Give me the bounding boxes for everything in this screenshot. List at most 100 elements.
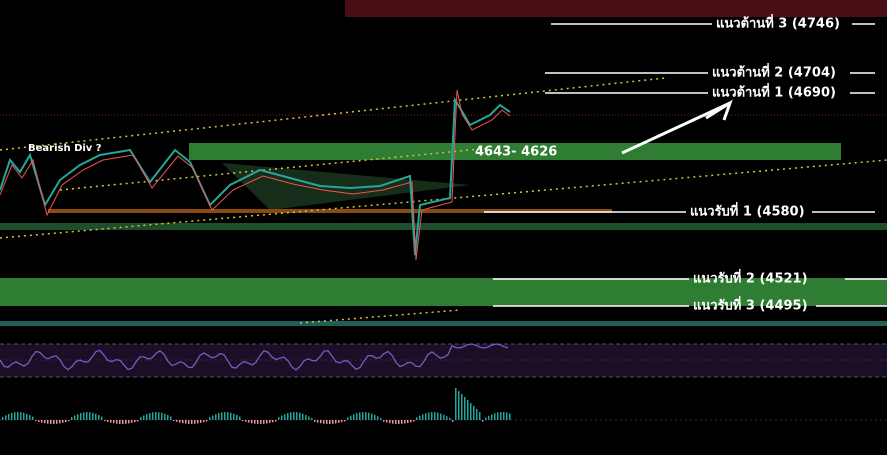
histogram-bar xyxy=(185,420,187,424)
histogram-bar xyxy=(248,420,250,423)
histogram-bar xyxy=(149,413,151,420)
histogram-bar xyxy=(311,417,313,420)
histogram-bar xyxy=(317,420,319,423)
histogram-bar xyxy=(497,412,499,420)
histogram-bar xyxy=(482,420,484,422)
zone-label: 4643- 4626 xyxy=(475,145,557,160)
histogram-bar xyxy=(140,417,142,420)
histogram-bar xyxy=(434,412,436,420)
histogram-bar xyxy=(62,420,64,423)
histogram-bar xyxy=(38,420,40,422)
histogram-bar xyxy=(422,414,424,420)
zone-box xyxy=(189,143,841,160)
histogram-bar xyxy=(401,420,403,424)
histogram-bar xyxy=(257,420,259,424)
histogram-bar xyxy=(125,420,127,424)
histogram-bar xyxy=(44,420,46,424)
histogram-bar xyxy=(5,415,7,420)
histogram-bar xyxy=(470,403,472,420)
price-wicks xyxy=(0,89,511,261)
histogram-bar xyxy=(11,412,13,420)
histogram-bar xyxy=(239,416,241,420)
histogram-bar xyxy=(131,420,133,423)
histogram-bar xyxy=(236,414,238,420)
histogram-bar xyxy=(323,420,325,424)
histogram-bar xyxy=(287,413,289,420)
rsi xyxy=(0,343,509,371)
histogram-bar xyxy=(128,420,130,424)
histogram-bar xyxy=(164,413,166,420)
histogram-bar xyxy=(416,417,418,420)
histogram-bar xyxy=(347,417,349,420)
top-bar xyxy=(345,0,887,17)
histogram-bar xyxy=(404,420,406,424)
histogram-bar xyxy=(278,417,280,420)
histogram-bar xyxy=(89,412,91,420)
arrow-head xyxy=(705,99,733,121)
histogram-bar xyxy=(353,414,355,420)
histogram-bar xyxy=(119,420,121,424)
histogram-bar xyxy=(17,412,19,420)
histogram-bar xyxy=(251,420,253,424)
histogram-bar xyxy=(410,420,412,423)
histogram-bar xyxy=(284,414,286,420)
histogram-bar xyxy=(437,412,439,420)
histogram-bar xyxy=(212,415,214,420)
histogram-bar xyxy=(170,416,172,420)
histogram-bar xyxy=(218,413,220,420)
histogram-bar xyxy=(326,420,328,424)
histogram-bar xyxy=(449,417,451,420)
histogram-bar xyxy=(206,420,208,422)
histogram-bar xyxy=(92,412,94,420)
histogram-bar xyxy=(290,412,292,420)
histogram-bar xyxy=(314,420,316,422)
histogram-bar xyxy=(368,412,370,420)
histogram-bar xyxy=(446,416,448,420)
histogram-bar xyxy=(20,412,22,420)
histogram-bar xyxy=(179,420,181,423)
histogram-bar xyxy=(392,420,394,424)
histogram-bar xyxy=(272,420,274,423)
histogram-bar xyxy=(356,413,358,420)
histogram-bar xyxy=(200,420,202,423)
level-label: แนวรับที่ 3 (4495) xyxy=(693,296,808,314)
histogram-bar xyxy=(173,420,175,422)
histogram-bar xyxy=(242,420,244,422)
histogram-bar xyxy=(329,420,331,424)
histogram-bar xyxy=(224,412,226,420)
histogram-bar xyxy=(143,415,145,420)
histogram-bar xyxy=(395,420,397,424)
histogram-bar xyxy=(113,420,115,424)
level-label: แนวต้านที่ 2 (4704) xyxy=(712,63,836,81)
histogram-bar xyxy=(494,413,496,420)
histogram-bar xyxy=(116,420,118,424)
histogram-bar xyxy=(341,420,343,423)
histogram-bar xyxy=(506,412,508,420)
histogram-bar xyxy=(455,388,457,420)
level-label: แนวต้านที่ 3 (4746) xyxy=(716,14,840,32)
histogram-bar xyxy=(305,414,307,420)
histogram-bar xyxy=(86,412,88,420)
histogram-bar xyxy=(65,420,67,423)
histogram-bar xyxy=(431,412,433,420)
histogram-bar xyxy=(362,412,364,420)
histogram-bar xyxy=(23,412,25,420)
histogram-bar xyxy=(419,415,421,420)
arrow xyxy=(621,101,731,155)
histogram-bar xyxy=(98,415,100,420)
histogram-bar xyxy=(158,412,160,420)
histogram-bar xyxy=(101,416,103,420)
histogram-bar xyxy=(383,420,385,422)
histogram-bar xyxy=(371,413,373,420)
histogram-bar xyxy=(77,414,79,420)
histogram-bar xyxy=(53,420,55,424)
level-label: แนวรับที่ 2 (4521) xyxy=(693,269,808,287)
histogram-bar xyxy=(440,413,442,420)
histogram-bar xyxy=(254,420,256,424)
histogram-bar xyxy=(80,412,82,420)
histogram-bar xyxy=(203,420,205,423)
histogram-bar xyxy=(374,414,376,420)
histogram-bar xyxy=(110,420,112,423)
histogram-bar xyxy=(233,413,235,420)
histogram-bar xyxy=(59,420,61,424)
